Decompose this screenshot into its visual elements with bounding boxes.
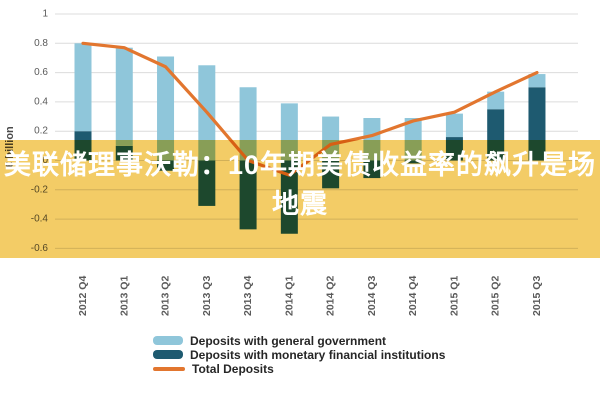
legend-item-total-deposits: Total Deposits (153, 361, 445, 376)
headline-banner (0, 140, 600, 258)
x-tick-label: 2014 Q3 (366, 276, 378, 316)
y-tick-label: 0.4 (34, 96, 48, 107)
bar-segment-general-government (115, 47, 133, 146)
legend-item-monetary-fi: Deposits with monetary financial institu… (153, 347, 446, 362)
legend-label: Total Deposits (192, 361, 274, 376)
bar-segment-general-government (445, 113, 463, 138)
bar-segment-general-government (157, 56, 175, 161)
x-tick-label: 2014 Q4 (407, 276, 419, 316)
legend-item-general-government: Deposits with general government (153, 333, 445, 348)
x-tick-label: 2013 Q1 (118, 276, 130, 316)
legend-label: Deposits with general government (190, 333, 387, 348)
headline-line-1: 美联储理事沃勒：10年期美债收益率的飙升是场 (3, 150, 597, 180)
x-tick-label: 2015 Q3 (531, 276, 543, 316)
y-tick-label: 0.2 (34, 126, 48, 137)
x-tick-label: 2013 Q4 (242, 276, 254, 316)
bar-segment-general-government (74, 43, 92, 132)
y-tick-label: 0.8 (34, 38, 48, 49)
x-tick-label: 2014 Q2 (325, 276, 337, 316)
x-tick-label: 2013 Q3 (201, 276, 213, 316)
bar-segment-general-government (528, 74, 546, 88)
y-tick-label: 1 (42, 9, 48, 20)
x-tick-label: 2012 Q4 (77, 276, 89, 316)
x-tick-label: 2015 Q1 (448, 276, 460, 316)
total-deposits-line-swatch-icon (153, 366, 185, 371)
chart-legend: Deposits with general government Deposit… (153, 333, 446, 376)
headline-line-2: 地震 (272, 189, 328, 219)
legend-label: Deposits with monetary financial institu… (190, 347, 446, 362)
x-tick-label: 2013 Q2 (160, 276, 172, 316)
x-tick-label: 2014 Q1 (283, 276, 295, 316)
y-tick-label: 0.6 (34, 67, 48, 78)
headline-text: 美联储理事沃勒：10年期美债收益率的飙升是场 地震 (0, 146, 600, 224)
monetary-fi-swatch-icon (153, 350, 183, 359)
general-government-swatch-icon (153, 336, 183, 345)
x-tick-label: 2015 Q2 (490, 276, 502, 316)
bar-segment-general-government (487, 91, 505, 110)
